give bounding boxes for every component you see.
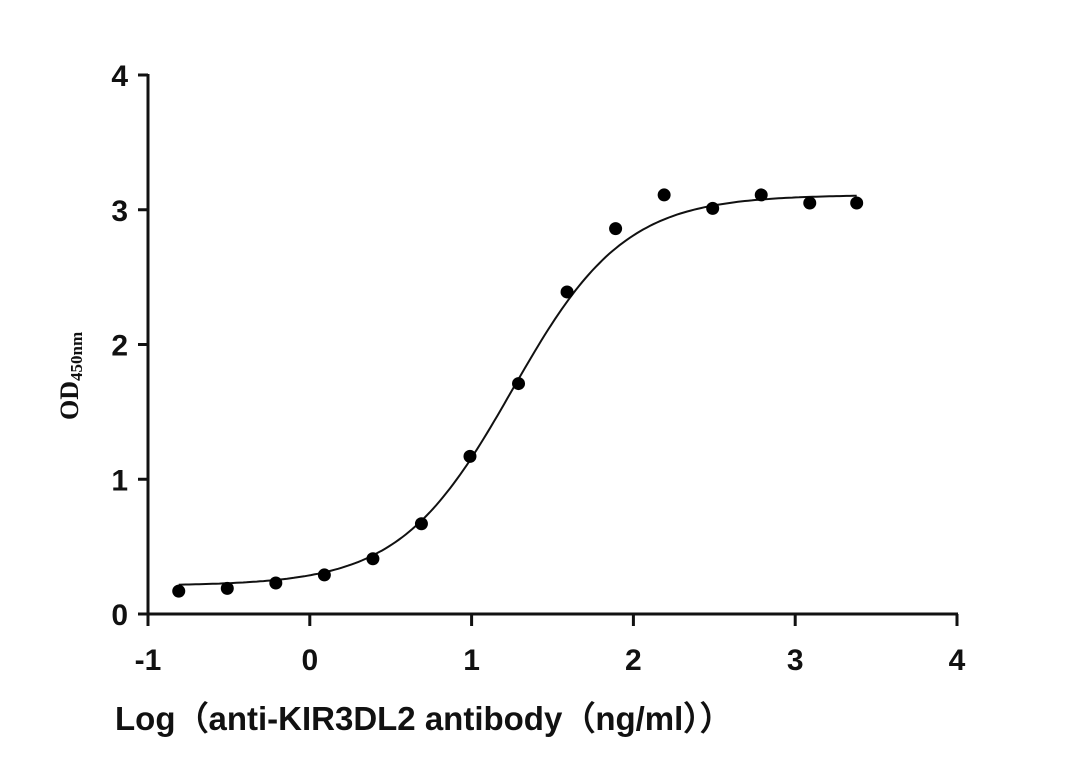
data-point <box>172 584 186 598</box>
x-tick-label: 2 <box>625 644 642 677</box>
y-tick-label: 1 <box>111 464 128 497</box>
data-point <box>850 196 864 210</box>
y-tick-label: 0 <box>111 599 128 632</box>
x-axis-label: Log（anti-KIR3DL2 antibody（ng/ml）） <box>115 700 733 737</box>
y-ticks: 0 1 2 3 4 <box>111 60 148 632</box>
x-tick-label: 1 <box>463 644 480 677</box>
x-tick-label: 4 <box>949 644 966 677</box>
data-point <box>366 552 380 566</box>
fit-curve <box>178 194 857 586</box>
data-point <box>657 188 671 202</box>
data-point <box>706 201 720 215</box>
y-axis-label: OD450nm <box>55 332 86 420</box>
data-point <box>414 517 428 531</box>
data-point <box>754 188 768 202</box>
y-tick-label: 3 <box>111 195 128 228</box>
data-points <box>172 188 864 598</box>
y-axis-label-main: OD <box>55 381 84 420</box>
y-tick-label: 2 <box>111 330 128 363</box>
y-tick-label: 4 <box>111 60 128 93</box>
data-point <box>609 222 623 236</box>
x-tick-label: -1 <box>135 644 162 677</box>
axes <box>146 74 958 616</box>
data-point <box>220 581 234 595</box>
data-point <box>560 285 574 299</box>
data-point <box>512 377 526 391</box>
data-point <box>463 449 477 463</box>
y-axis-label-subscript: 450nm <box>67 332 86 381</box>
x-tick-label: 0 <box>301 644 318 677</box>
data-point <box>269 576 283 590</box>
x-tick-label: 3 <box>787 644 804 677</box>
x-ticks: -1 0 1 2 3 4 <box>135 614 966 677</box>
data-point <box>317 568 331 582</box>
data-point <box>803 196 817 210</box>
